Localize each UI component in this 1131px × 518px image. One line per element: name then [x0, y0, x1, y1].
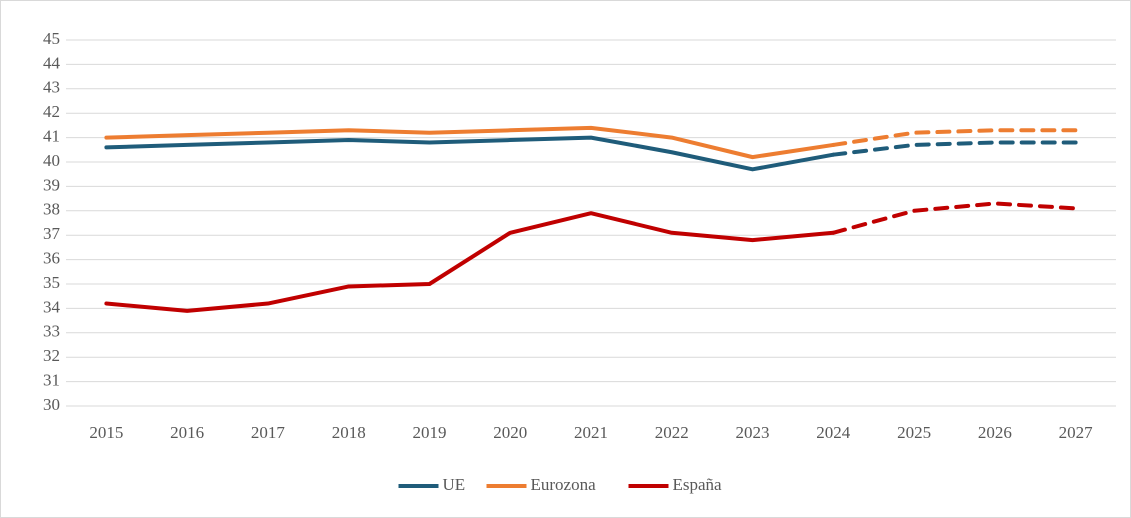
line-series-forecast [831, 140, 1078, 157]
y-tick-label: 42 [43, 102, 60, 121]
x-tick-label: 2025 [897, 423, 931, 442]
x-tick-label: 2020 [493, 423, 527, 442]
line-series [104, 135, 836, 172]
x-tick-label: 2026 [978, 423, 1012, 442]
x-tick-label: 2021 [574, 423, 608, 442]
y-tick-label: 38 [43, 200, 60, 219]
x-tick-label: 2018 [332, 423, 366, 442]
y-tick-label: 33 [43, 322, 60, 341]
line-series [104, 211, 836, 313]
y-tick-label: 43 [43, 78, 60, 97]
y-tick-label: 34 [43, 297, 61, 316]
x-tick-label: 2019 [412, 423, 446, 442]
x-tick-label: 2022 [655, 423, 689, 442]
y-tick-label: 32 [43, 346, 60, 365]
line-series-forecast [831, 201, 1078, 235]
legend-label: UE [443, 475, 466, 494]
y-tick-label: 36 [43, 249, 60, 268]
y-tick-label: 39 [43, 175, 60, 194]
legend-label: Eurozona [531, 475, 597, 494]
line-series-forecast [831, 128, 1078, 147]
y-tick-label: 37 [43, 224, 61, 243]
y-tick-label: 44 [43, 53, 61, 72]
y-tick-label: 30 [43, 395, 60, 414]
x-tick-label: 2017 [251, 423, 286, 442]
y-tick-label: 31 [43, 371, 60, 390]
x-tick-label: 2016 [170, 423, 204, 442]
x-tick-label: 2023 [736, 423, 770, 442]
x-tick-label: 2015 [89, 423, 123, 442]
y-tick-label: 35 [43, 273, 60, 292]
y-tick-label: 41 [43, 127, 60, 146]
legend-label: España [673, 475, 723, 494]
x-tick-label: 2024 [816, 423, 851, 442]
x-tick-label: 2027 [1059, 423, 1094, 442]
y-tick-label: 40 [43, 151, 60, 170]
y-tick-label: 45 [43, 29, 60, 48]
line-series [104, 125, 836, 160]
